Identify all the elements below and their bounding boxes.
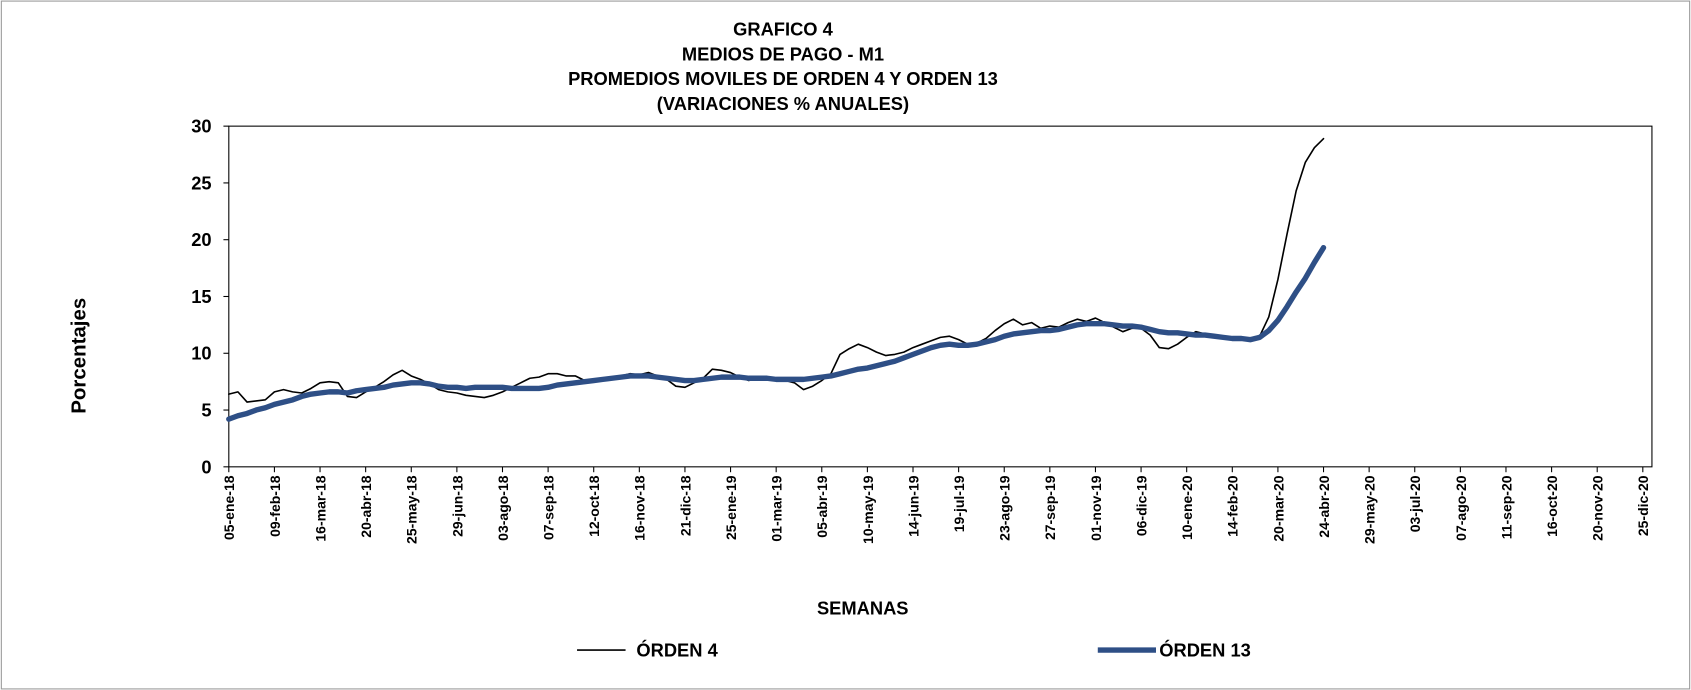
y-tick-label: 15 (191, 286, 211, 307)
chart-title: MEDIOS DE PAGO - M1 (682, 43, 884, 64)
x-tick-label: 16-oct-20 (1544, 475, 1560, 537)
x-tick-label: 03-ago-18 (495, 475, 511, 541)
x-tick-label: 11-sep-20 (1498, 475, 1514, 539)
x-tick-label: 25-ene-19 (723, 475, 739, 540)
x-tick-label: 20-abr-18 (358, 475, 374, 537)
y-axis-title: Porcentajes (67, 298, 90, 414)
chart-title: PROMEDIOS MOVILES DE ORDEN 4 Y ORDEN 13 (568, 68, 998, 89)
x-tick-label: 24-abr-20 (1316, 475, 1332, 537)
y-tick-label: 0 (201, 456, 211, 477)
x-tick-label: 19-jul-19 (951, 475, 967, 532)
x-tick-label: 25-dic-20 (1635, 475, 1651, 536)
x-tick-label: 16-mar-18 (312, 475, 328, 541)
x-tick-label: 12-oct-18 (586, 475, 602, 537)
x-tick-label: 10-ene-20 (1179, 475, 1195, 540)
y-tick-label: 10 (191, 343, 211, 364)
y-tick-label: 5 (201, 400, 211, 421)
x-tick-label: 06-dic-19 (1133, 475, 1149, 536)
x-tick-label: 29-may-20 (1362, 475, 1378, 544)
x-tick-label: 07-sep-18 (540, 475, 556, 540)
x-tick-label: 10-may-19 (860, 475, 876, 544)
chart-title: GRAFICO 4 (733, 19, 834, 40)
x-tick-label: 14-feb-20 (1225, 475, 1241, 537)
x-tick-label: 07-ago-20 (1453, 475, 1469, 541)
chart-title: (VARIACIONES % ANUALES) (657, 93, 909, 114)
x-tick-label: 09-feb-18 (267, 475, 283, 537)
legend-label: ÓRDEN 13 (1159, 640, 1251, 661)
x-tick-label: 03-jul-20 (1407, 475, 1423, 532)
x-tick-label: 01-mar-19 (769, 475, 785, 541)
x-tick-label: 29-jun-18 (449, 475, 465, 537)
x-tick-label: 25-may-18 (404, 475, 420, 544)
x-tick-label: 21-dic-18 (677, 475, 693, 536)
x-tick-label: 14-jun-19 (905, 475, 921, 537)
legend-label: ÓRDEN 4 (636, 640, 718, 661)
x-tick-label: 20-mar-20 (1270, 475, 1286, 541)
x-tick-label: 27-sep-19 (1042, 475, 1058, 540)
x-axis-title: SEMANAS (817, 598, 909, 619)
x-tick-label: 23-ago-19 (997, 475, 1013, 541)
y-tick-label: 20 (191, 229, 211, 250)
x-tick-label: 20-nov-20 (1590, 475, 1606, 541)
x-tick-label: 01-nov-19 (1088, 475, 1104, 541)
series-line (226, 244, 1327, 422)
x-tick-label: 16-nov-18 (632, 475, 648, 541)
x-tick-label: 05-ene-18 (221, 475, 237, 540)
x-tick-label: 05-abr-19 (814, 475, 830, 537)
y-tick-label: 25 (191, 172, 211, 193)
y-tick-label: 30 (191, 116, 211, 137)
